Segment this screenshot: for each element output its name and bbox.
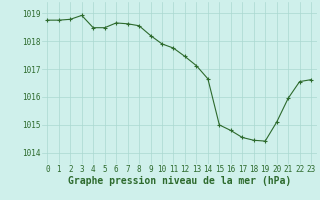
X-axis label: Graphe pression niveau de la mer (hPa): Graphe pression niveau de la mer (hPa) [68,176,291,186]
